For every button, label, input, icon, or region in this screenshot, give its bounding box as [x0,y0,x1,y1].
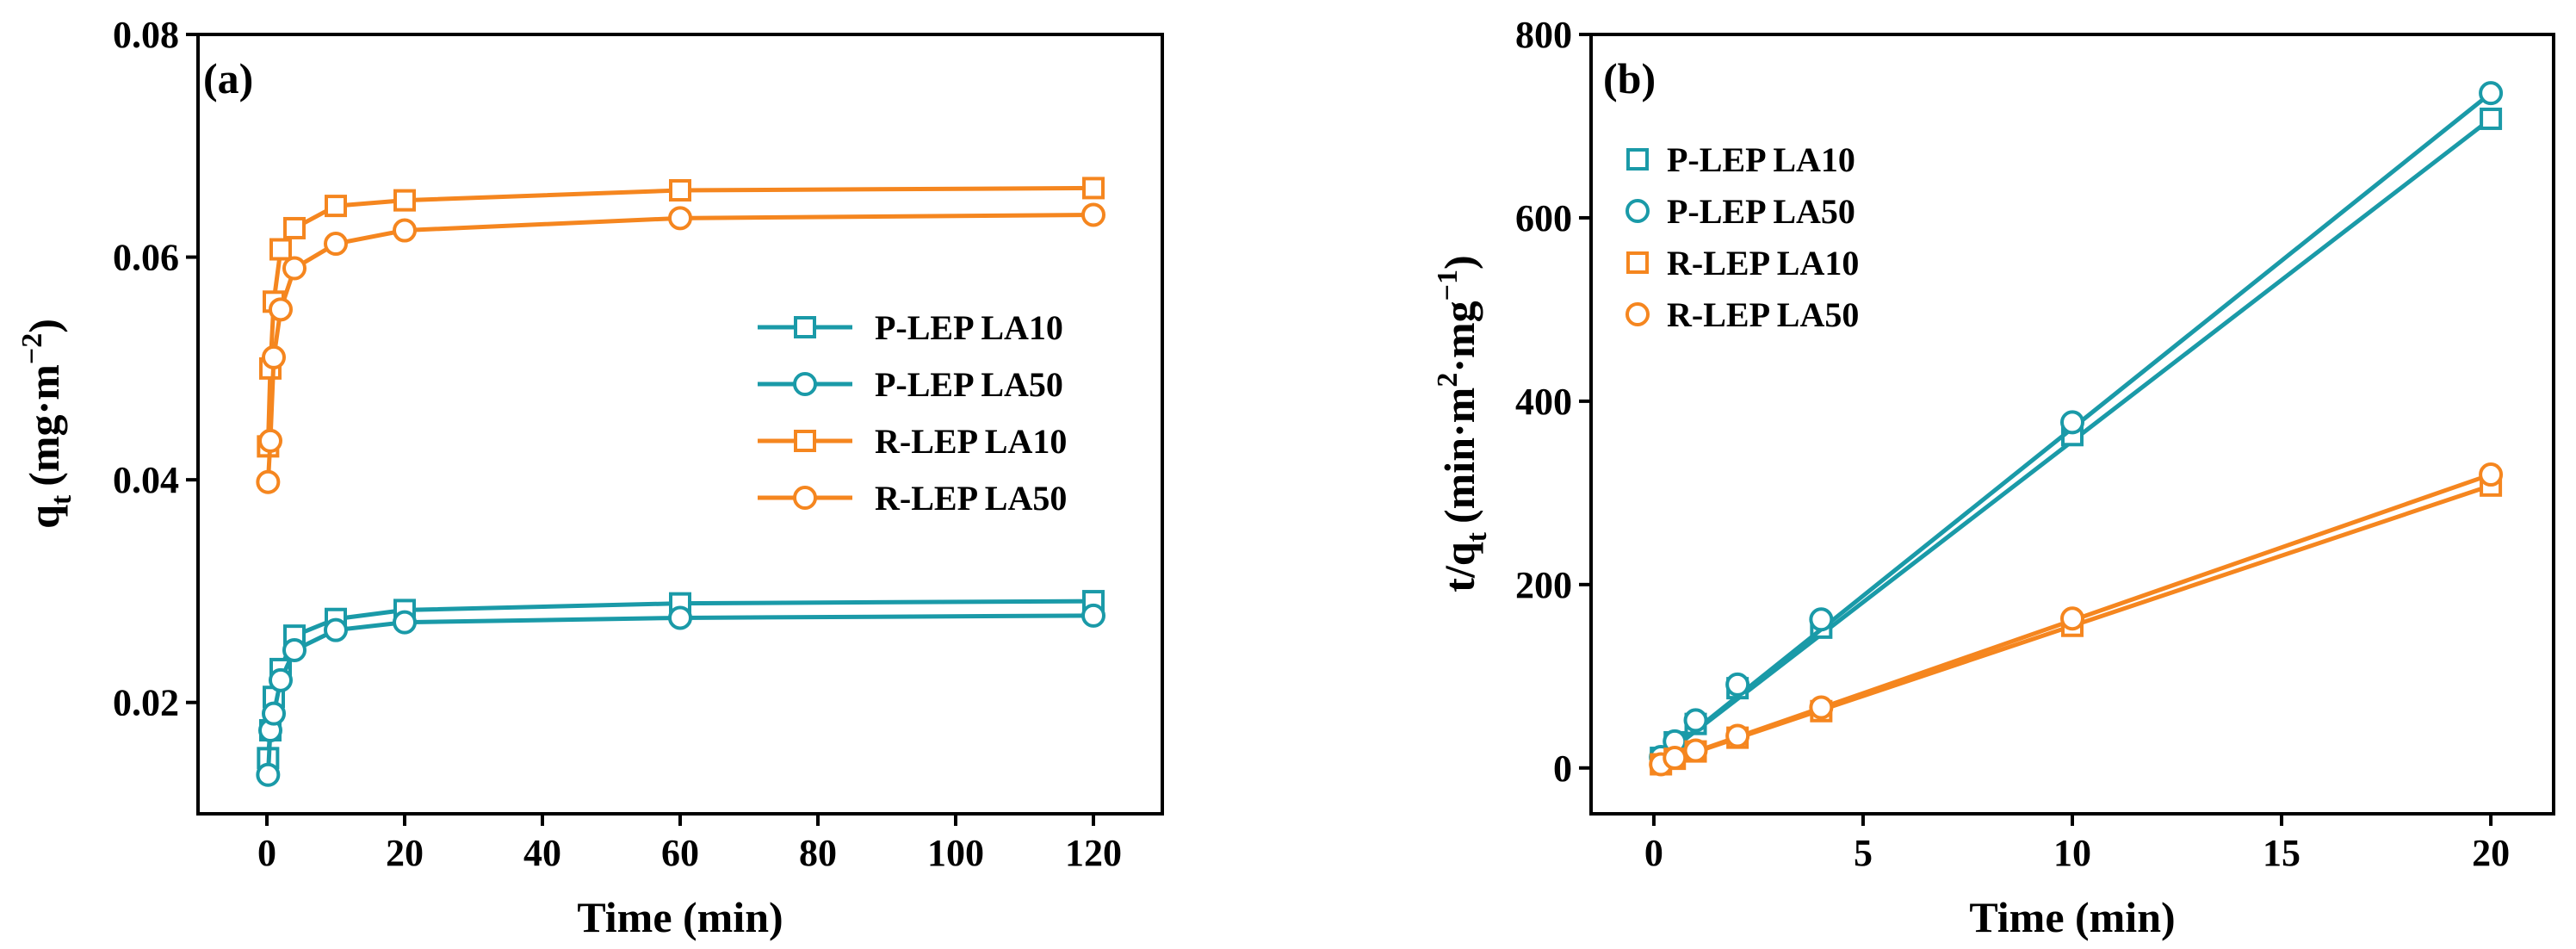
data-point [2479,462,2504,487]
legend-label: P-LEP LA10 [1667,140,1855,179]
x-tick-label: 60 [661,832,699,874]
legend-label: P-LEP LA50 [875,365,1063,404]
y-tick-label: 200 [1515,564,1572,606]
legend-item: R-LEP LA10 [1626,244,1859,282]
data-point [1725,723,1750,748]
data-point [269,667,293,692]
data-point [324,617,348,642]
panel-b-legend: P-LEP LA10 P-LEP LA50 R-LEP LA10 R-LEP LA50 [1625,140,1859,334]
data-point [2480,107,2503,130]
data-point [1082,177,1105,200]
legend-marker [1626,251,1649,274]
series-p-lep-la50 [256,603,1105,787]
panel-a-x-axis-title: Time (min) [577,893,783,941]
data-point [2060,606,2084,631]
y-tick-label: 800 [1515,14,1572,56]
legend-marker [793,486,817,510]
legend-item: P-LEP LA50 [758,365,1063,404]
legend-label: P-LEP LA10 [875,308,1063,347]
y-tick-label: 600 [1515,197,1572,239]
x-tick-label: 0 [257,832,276,874]
legend-item: P-LEP LA10 [758,308,1063,347]
y-tick-label: 0 [1553,747,1572,790]
legend-label: R-LEP LA50 [1667,295,1859,334]
data-point [269,297,293,322]
y-tick-label: 400 [1515,381,1572,423]
legend-marker [793,372,817,396]
data-point [282,637,307,662]
data-point [1663,746,1687,771]
panel-b-y-axis-title: t/qt(min·m2·mg−1) [1432,255,1493,592]
legend-marker [1626,148,1649,171]
data-point [258,428,282,453]
panel-a-legend: P-LEP LA10 P-LEP LA50 R-LEP LA10 R-LEP LA50 [758,308,1067,518]
legend-marker [794,316,816,338]
series-line [265,613,1094,775]
data-point [1683,738,1708,763]
data-point [1081,603,1105,628]
data-point [668,605,692,630]
data-point [669,179,691,202]
y-tick-label: 0.08 [113,14,179,56]
x-tick-label: 10 [2053,832,2091,874]
data-point [325,195,347,218]
x-tick-label: 15 [2263,832,2300,874]
data-point [393,610,417,635]
data-point [262,701,286,726]
legend-item: R-LEP LA10 [758,422,1067,461]
series-p-lep-la50 [1649,81,2504,769]
data-point [262,344,286,369]
data-point [256,469,281,494]
data-point [2479,81,2504,106]
x-tick-label: 100 [927,832,984,874]
legend-label: R-LEP LA10 [1667,244,1859,282]
x-tick-label: 120 [1065,832,1122,874]
data-point [393,189,416,212]
panel-b-label: (b) [1603,54,1656,102]
data-point [1809,695,1834,720]
legend-marker [794,430,816,452]
y-tick-label: 0.04 [113,459,179,501]
data-point [1081,202,1105,227]
y-tick-label: 0.02 [113,682,179,724]
data-point [393,218,417,243]
legend-item: R-LEP LA50 [1625,295,1859,334]
x-tick-label: 0 [1644,832,1663,874]
x-tick-label: 20 [386,832,424,874]
legend-marker [1625,302,1650,326]
legend-item: R-LEP LA50 [758,479,1067,518]
legend-item: P-LEP LA10 [1626,140,1855,179]
panel-b-x-axis-title: Time (min) [1969,893,2175,941]
y-tick-label: 0.06 [113,237,179,279]
data-point [1725,672,1750,697]
legend-label: R-LEP LA10 [875,422,1067,461]
panel-a-label: (a) [203,54,253,102]
data-point [2060,410,2084,435]
legend-label: R-LEP LA50 [875,479,1067,518]
x-tick-label: 20 [2472,832,2510,874]
x-tick-label: 40 [523,832,561,874]
data-point [1683,708,1708,733]
x-tick-label: 80 [799,832,837,874]
data-point [269,238,292,261]
series-r-lep-la50 [256,202,1105,494]
data-point [256,762,281,787]
data-point [1809,607,1834,632]
data-point [668,206,692,231]
data-point [324,232,348,257]
data-point [283,216,306,239]
legend-marker [1625,199,1650,223]
series-r-lep-la50 [1649,462,2504,777]
panel-a-y-axis-title: qt(mg·m−2) [16,319,77,529]
panel-a-chart: 0 20 40 60 80 100 120 0.02 0.04 0.06 0.08 (a) Time… [16,14,1164,941]
data-point [282,256,307,281]
legend-label: P-LEP LA50 [1667,192,1855,231]
x-tick-label: 5 [1854,832,1873,874]
legend-item: P-LEP LA50 [1625,192,1855,231]
